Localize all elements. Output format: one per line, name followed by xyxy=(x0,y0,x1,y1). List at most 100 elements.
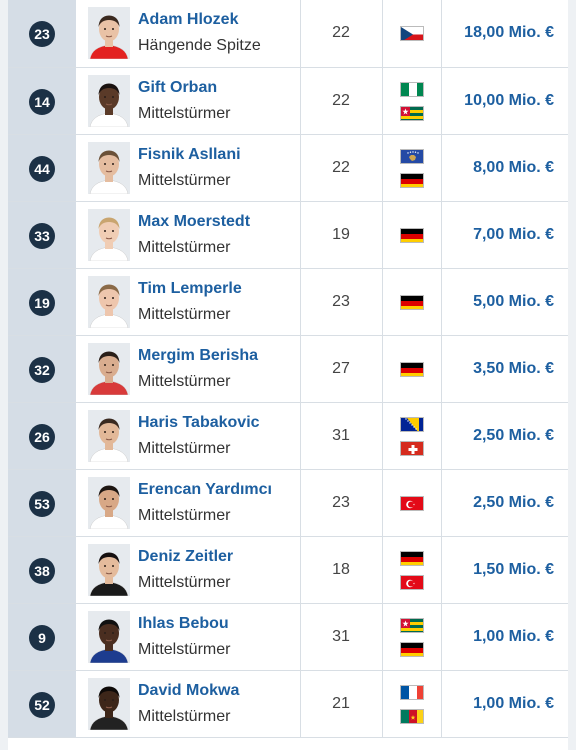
column-divider xyxy=(441,403,442,469)
market-value-link[interactable]: 10,00 Mio. € xyxy=(464,92,554,109)
player-name-link[interactable]: Tim Lemperle xyxy=(138,280,242,297)
player-position: Mittelstürmer xyxy=(138,105,231,122)
player-name-link[interactable]: Deniz Zeitler xyxy=(138,548,234,565)
column-divider xyxy=(300,403,301,469)
player-age: 23 xyxy=(332,293,350,310)
player-photo[interactable] xyxy=(88,343,130,395)
france-flag xyxy=(400,684,424,700)
column-divider xyxy=(382,537,383,603)
column-divider xyxy=(382,336,383,402)
player-row: 32 Mergim Berisha Mittelstürmer 27 3,50 Mio.… xyxy=(8,336,568,403)
market-value-link[interactable]: 2,50 Mio. € xyxy=(473,494,554,511)
turkey-flag xyxy=(400,495,424,511)
market-value-link[interactable]: 18,00 Mio. € xyxy=(464,24,554,41)
player-age: 23 xyxy=(332,494,350,511)
market-value-link[interactable]: 2,50 Mio. € xyxy=(473,427,554,444)
kosovo-flag xyxy=(400,148,424,164)
player-name-link[interactable]: David Mokwa xyxy=(138,682,240,699)
cameroon-flag xyxy=(400,708,424,724)
shirt-number-badge: 23 xyxy=(29,21,55,47)
column-divider xyxy=(382,269,383,335)
player-photo[interactable] xyxy=(88,7,130,59)
shirt-number-badge: 32 xyxy=(29,357,55,383)
nationality-cell xyxy=(383,202,441,268)
shirt-number-badge: 52 xyxy=(29,692,55,718)
bosnia-flag xyxy=(400,416,424,432)
player-photo[interactable] xyxy=(88,75,130,127)
player-row: 52 David Mokwa Mittelstürmer 21 1,00 Mio. € xyxy=(8,671,568,738)
togo-flag xyxy=(400,105,424,121)
player-name-link[interactable]: Max Moerstedt xyxy=(138,213,251,230)
player-position: Mittelstürmer xyxy=(138,172,231,189)
germany-flag xyxy=(400,294,424,310)
nationality-cell xyxy=(383,269,441,335)
player-name-link[interactable]: Mergim Berisha xyxy=(138,347,259,364)
player-photo[interactable] xyxy=(88,678,130,730)
player-name-link[interactable]: Haris Tabakovic xyxy=(138,414,260,431)
column-divider xyxy=(441,537,442,603)
player-position: Mittelstürmer xyxy=(138,507,231,524)
page-gutter-left xyxy=(0,0,8,750)
player-position: Mittelstürmer xyxy=(138,239,231,256)
player-row: 9 Ihlas Bebou Mittelstürmer 31 1,00 Mio. € xyxy=(8,604,568,671)
nationality-cell xyxy=(383,135,441,201)
shirt-number-cell: 26 xyxy=(8,403,76,469)
player-name-link[interactable]: Ihlas Bebou xyxy=(138,615,229,632)
player-photo[interactable] xyxy=(88,276,130,328)
column-divider xyxy=(382,470,383,536)
player-name-link[interactable]: Erencan Yardımcı xyxy=(138,481,272,498)
player-age: 22 xyxy=(332,24,350,41)
player-position: Hängende Spitze xyxy=(138,37,261,54)
player-photo[interactable] xyxy=(88,209,130,261)
player-position: Mittelstürmer xyxy=(138,708,231,725)
shirt-number-badge: 9 xyxy=(29,625,55,651)
column-divider xyxy=(441,671,442,737)
player-photo[interactable] xyxy=(88,410,130,462)
nationality-cell xyxy=(383,604,441,670)
market-value-link[interactable]: 1,00 Mio. € xyxy=(473,695,554,712)
column-divider xyxy=(300,68,301,134)
shirt-number-cell: 9 xyxy=(8,604,76,670)
player-photo[interactable] xyxy=(88,142,130,194)
column-divider xyxy=(441,604,442,670)
market-value-link[interactable]: 5,00 Mio. € xyxy=(473,293,554,310)
player-name-link[interactable]: Gift Orban xyxy=(138,79,218,96)
germany-flag xyxy=(400,641,424,657)
turkey-flag xyxy=(400,574,424,590)
column-divider xyxy=(382,671,383,737)
player-row: 44 Fisnik Asllani Mittelstürmer 22 8,00 Mio.… xyxy=(8,135,568,202)
nationality-cell xyxy=(383,0,441,67)
column-divider xyxy=(300,537,301,603)
player-position: Mittelstürmer xyxy=(138,574,231,591)
market-value-link[interactable]: 1,50 Mio. € xyxy=(473,561,554,578)
player-name-link[interactable]: Adam Hlozek xyxy=(138,11,239,28)
shirt-number-badge: 44 xyxy=(29,156,55,182)
market-value-link[interactable]: 8,00 Mio. € xyxy=(473,159,554,176)
nationality-cell xyxy=(383,671,441,737)
player-age: 22 xyxy=(332,92,350,109)
germany-flag xyxy=(400,550,424,566)
column-divider xyxy=(300,671,301,737)
nationality-cell xyxy=(383,403,441,469)
market-value-link[interactable]: 3,50 Mio. € xyxy=(473,360,554,377)
player-photo[interactable] xyxy=(88,477,130,529)
shirt-number-badge: 26 xyxy=(29,424,55,450)
nationality-cell xyxy=(383,68,441,134)
column-divider xyxy=(441,269,442,335)
column-divider xyxy=(300,470,301,536)
player-name-link[interactable]: Fisnik Asllani xyxy=(138,146,241,163)
shirt-number-badge: 33 xyxy=(29,223,55,249)
column-divider xyxy=(300,336,301,402)
market-value-link[interactable]: 7,00 Mio. € xyxy=(473,226,554,243)
market-value-link[interactable]: 1,00 Mio. € xyxy=(473,628,554,645)
player-row: 23 Adam Hlozek Hängende Spitze 22 18,00 Mio.… xyxy=(8,0,568,68)
shirt-number-cell: 32 xyxy=(8,336,76,402)
shirt-number-cell: 33 xyxy=(8,202,76,268)
player-photo[interactable] xyxy=(88,544,130,596)
switzerland-flag xyxy=(400,440,424,456)
shirt-number-badge: 53 xyxy=(29,491,55,517)
player-photo[interactable] xyxy=(88,611,130,663)
player-age: 27 xyxy=(332,360,350,377)
player-age: 19 xyxy=(332,226,350,243)
page-gutter-right xyxy=(568,0,576,750)
